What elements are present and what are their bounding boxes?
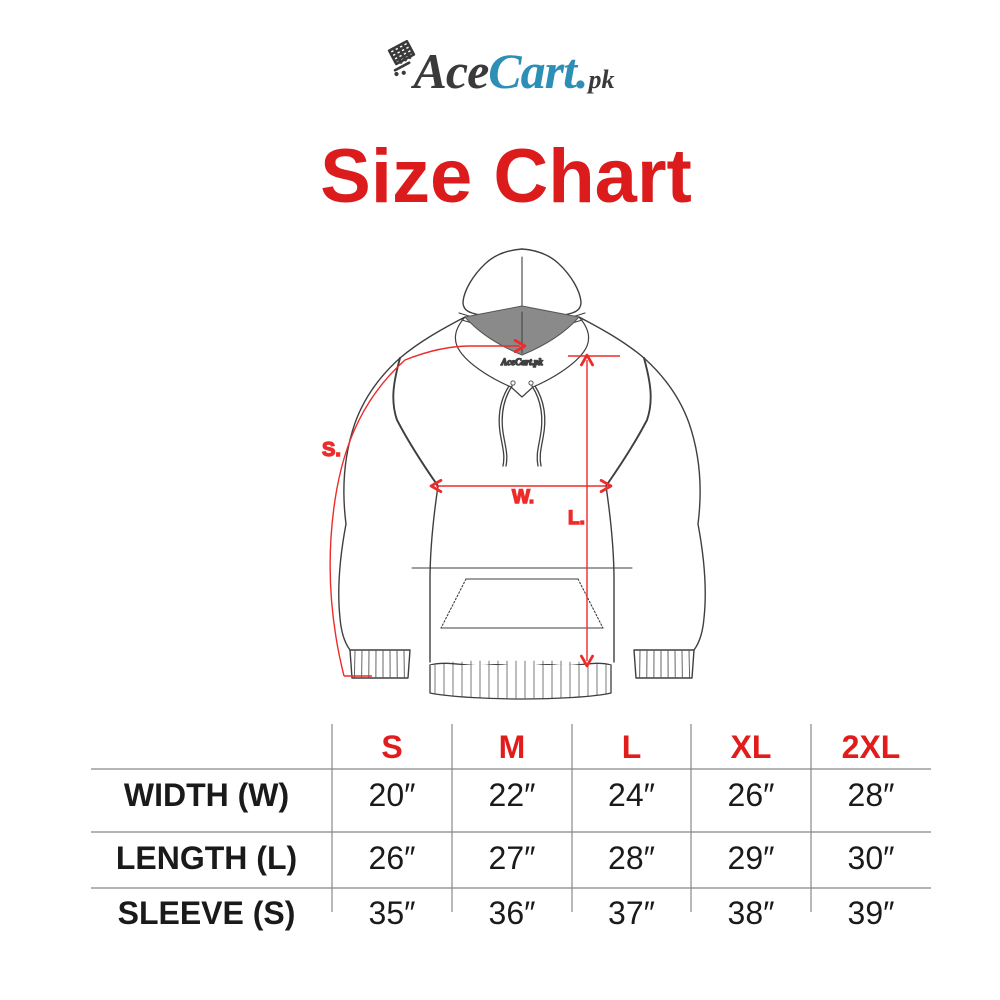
svg-text:W.: W. xyxy=(512,487,534,508)
svg-text:S.: S. xyxy=(322,439,341,461)
svg-text:L.: L. xyxy=(568,508,585,529)
svg-text:AceCart.pk: AceCart.pk xyxy=(500,357,543,367)
